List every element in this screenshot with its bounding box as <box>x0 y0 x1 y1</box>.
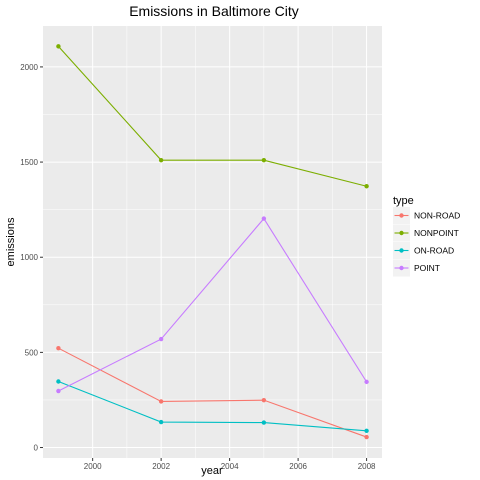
series-line-non-road <box>58 347 367 438</box>
y-tick-label: 1500 <box>20 158 38 167</box>
legend-label-nonpoint: NONPOINT <box>414 228 459 238</box>
y-axis: 0 500 1000 1500 2000 <box>20 63 43 453</box>
series-layer <box>56 44 369 440</box>
x-axis: 2000 2002 2004 2006 2008 <box>84 458 376 471</box>
x-tick-label: 2006 <box>289 462 307 471</box>
data-point-non-road <box>261 397 267 403</box>
data-point-on-road <box>56 379 61 384</box>
series-non-road <box>56 345 369 440</box>
data-point-point <box>261 216 267 221</box>
legend-item-non-road: NON-ROAD <box>393 207 460 224</box>
series-on-road <box>56 379 369 433</box>
x-tick-label: 2000 <box>84 462 102 471</box>
legend-key-point <box>399 265 404 271</box>
x-tick-label: 2008 <box>358 462 376 471</box>
legend-key-point <box>399 213 404 218</box>
y-tick-label: 500 <box>25 348 39 357</box>
legend-label-point: POINT <box>414 263 440 273</box>
x-tick-label: 2002 <box>152 462 170 471</box>
legend-title: type <box>393 195 414 207</box>
legend-key-point <box>399 230 404 236</box>
data-point-non-road <box>364 434 369 440</box>
y-axis-title: emissions <box>5 217 17 266</box>
x-tick-label: 2004 <box>221 462 239 471</box>
x-axis-title: year <box>201 465 223 477</box>
series-line-point <box>58 217 368 392</box>
data-point-on-road <box>158 419 164 425</box>
data-point-on-road <box>261 420 267 425</box>
y-tick-label: 0 <box>34 444 39 453</box>
legend-item-on-road: ON-ROAD <box>393 242 454 259</box>
grid-major <box>43 26 382 458</box>
data-point-point <box>158 336 164 342</box>
legend-key-point <box>399 248 404 253</box>
legend-item-point: POINT <box>393 259 440 277</box>
chart-title: Emissions in Baltimore City <box>129 3 299 19</box>
y-tick-label: 1000 <box>20 253 38 262</box>
series-nonpoint <box>56 44 369 189</box>
data-point-point <box>56 388 61 394</box>
legend-item-nonpoint: NONPOINT <box>393 224 459 242</box>
y-tick-label: 2000 <box>20 63 38 72</box>
legend-label-non-road: NON-ROAD <box>414 211 460 221</box>
grid-minor <box>43 26 382 458</box>
data-point-on-road <box>364 428 369 433</box>
series-line-on-road <box>58 380 367 432</box>
data-point-nonpoint <box>364 184 369 189</box>
data-point-nonpoint <box>56 44 61 49</box>
data-point-nonpoint <box>158 157 164 163</box>
series-line-nonpoint <box>58 45 367 187</box>
legend-label-on-road: ON-ROAD <box>414 246 454 256</box>
legend: type NON-ROAD NONPOINT ON-ROAD POINT <box>393 195 460 277</box>
series-point <box>56 216 369 394</box>
data-point-non-road <box>158 399 164 404</box>
data-point-point <box>364 379 369 385</box>
data-point-non-road <box>56 345 61 351</box>
data-point-nonpoint <box>261 157 267 163</box>
plot-panel <box>43 26 382 458</box>
